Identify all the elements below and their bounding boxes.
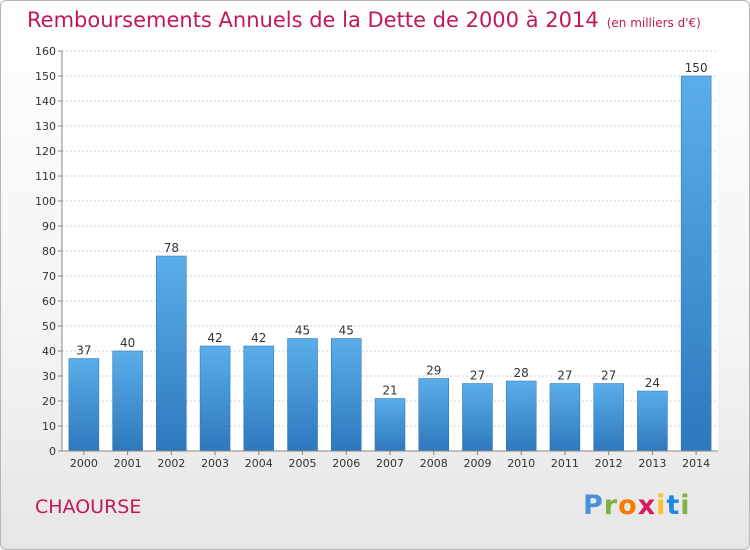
y-tick-label: 130 <box>35 120 56 133</box>
value-label: 78 <box>164 241 179 255</box>
proxiti-logo: Proxiti <box>583 490 691 521</box>
y-tick-label: 50 <box>42 320 56 333</box>
value-label: 42 <box>207 331 222 345</box>
x-tick-label: 2014 <box>682 457 710 470</box>
y-tick-label: 40 <box>42 345 56 358</box>
bar <box>637 390 668 452</box>
x-tick-label: 2012 <box>595 457 623 470</box>
y-tick-label: 150 <box>35 70 56 83</box>
x-tick-label: 2009 <box>463 457 491 470</box>
y-tick-label: 110 <box>35 170 56 183</box>
y-tick-label: 160 <box>35 45 56 58</box>
y-tick-label: 70 <box>42 270 56 283</box>
logo-letter: x <box>637 490 657 521</box>
y-tick-label: 60 <box>42 295 56 308</box>
y-tick-label: 120 <box>35 145 56 158</box>
bar <box>593 383 624 452</box>
logo-letter: t <box>666 490 681 521</box>
bar <box>331 338 362 452</box>
title-text: Remboursements Annuels de la Dette de 20… <box>27 8 599 32</box>
x-tick-label: 2010 <box>507 457 535 470</box>
chart-title: Remboursements Annuels de la Dette de 20… <box>27 8 701 32</box>
y-tick-label: 0 <box>49 445 56 458</box>
y-tick-label: 90 <box>42 220 56 233</box>
value-label: 27 <box>470 369 485 383</box>
logo-letter: o <box>618 490 638 521</box>
y-tick-label: 10 <box>42 420 56 433</box>
value-label: 28 <box>514 366 529 380</box>
x-tick-label: 2001 <box>114 457 142 470</box>
y-tick-label: 20 <box>42 395 56 408</box>
value-label: 27 <box>557 369 572 383</box>
bar <box>505 380 537 452</box>
x-tick-label: 2011 <box>551 457 579 470</box>
x-tick-label: 2005 <box>289 457 317 470</box>
y-tick-label: 30 <box>42 370 56 383</box>
x-tick-label: 2004 <box>245 457 273 470</box>
x-tick-label: 2002 <box>157 457 185 470</box>
bar <box>156 255 187 452</box>
bar <box>243 345 275 452</box>
value-label: 45 <box>339 324 354 338</box>
unit-text: (en milliers d'€) <box>606 16 701 30</box>
x-tick-label: 2003 <box>201 457 229 470</box>
x-tick-label: 2007 <box>376 457 404 470</box>
value-label: 40 <box>120 336 135 350</box>
value-label: 42 <box>251 331 266 345</box>
value-label: 21 <box>382 384 397 398</box>
y-tick-label: 100 <box>35 195 56 208</box>
y-tick-label: 140 <box>35 95 56 108</box>
logo-letter: r <box>603 490 619 521</box>
bar <box>374 398 406 452</box>
value-label: 24 <box>645 376 660 390</box>
bar <box>287 338 318 452</box>
bar <box>68 358 100 452</box>
x-tick-label: 2000 <box>70 457 98 470</box>
bar <box>199 345 231 452</box>
x-tick-label: 2008 <box>420 457 448 470</box>
logo-letter: P <box>583 490 604 521</box>
bar <box>680 75 712 452</box>
value-label: 29 <box>426 364 441 378</box>
value-label: 150 <box>685 61 708 75</box>
y-tick-label: 80 <box>42 245 56 258</box>
value-label: 45 <box>295 324 310 338</box>
bar <box>112 350 143 452</box>
commune-name: CHAOURSE <box>35 496 142 518</box>
bar <box>549 383 581 452</box>
bar <box>462 383 493 452</box>
bar <box>418 378 449 452</box>
x-tick-label: 2006 <box>332 457 360 470</box>
x-tick-label: 2013 <box>638 457 666 470</box>
value-label: 27 <box>601 369 616 383</box>
value-label: 37 <box>76 344 91 358</box>
logo-letter: i <box>680 490 691 521</box>
logo-letter: i <box>656 490 667 521</box>
